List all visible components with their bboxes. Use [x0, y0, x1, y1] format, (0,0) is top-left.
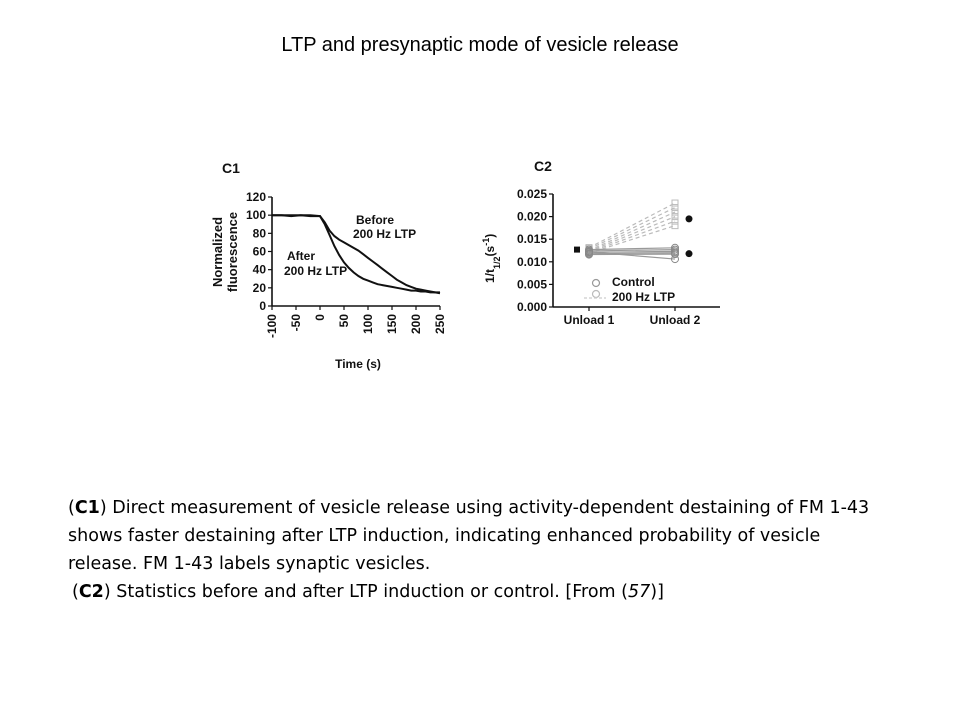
c1-lines	[272, 214, 441, 295]
c2-legend-control: Control	[612, 275, 655, 289]
c2-ylabel-sub: 1/2	[492, 256, 502, 269]
c2-ylabel-unit: (s	[483, 245, 497, 256]
c2-control-point-unload2	[671, 250, 679, 259]
c1-series-after-label-2: 200 Hz LTP	[284, 264, 347, 278]
c2-ticks: 0.000 0.005 0.010 0.015 0.020 0.025 Unload 1 Un…	[517, 187, 701, 327]
c2-x-tick-label: Unload 1	[564, 313, 615, 327]
c1-series-before-label-1: Before	[356, 213, 394, 227]
c2-control-point-unload2	[671, 255, 679, 264]
c1-ticks: 0 20 40 60 80 100 120 -100 -50 0 50 100 150 200 250	[246, 190, 447, 338]
caption-c2-open: (	[72, 582, 79, 602]
c2-mean-unload2-ltp	[685, 215, 693, 223]
c2-ltp-point-unload2	[671, 217, 679, 225]
panel-c1: C1 Normalized fluorescence 0 20 40 60 80 100 1…	[210, 160, 447, 371]
c2-y-tick-label: 0.015	[517, 232, 547, 246]
c1-ylabel-line1: Normalized	[210, 217, 225, 287]
c1-x-tick-label: 250	[433, 314, 447, 334]
c2-control-pair-line	[588, 247, 676, 251]
c2-mean-unload2-control	[685, 250, 693, 258]
panel-c1-label: C1	[222, 160, 240, 176]
svg-text:1/t1/2(s-1): 1/t1/2(s-1)	[481, 234, 502, 283]
caption-c2-close: )]	[650, 582, 664, 602]
c1-y-tick-label: 60	[253, 245, 267, 259]
c1-y-tick-label: 40	[253, 263, 267, 277]
c1-x-tick-label: 0	[313, 314, 327, 321]
caption-c2-label: C2	[78, 582, 104, 602]
c2-legend-ltp-marker	[591, 289, 601, 299]
c1-y-tick-label: 0	[259, 299, 266, 313]
c2-control-pair-line	[588, 251, 676, 260]
c2-y-tick-label: 0.000	[517, 300, 547, 314]
c2-points	[574, 199, 693, 264]
c1-y-tick-label: 80	[253, 226, 267, 240]
c2-axes	[552, 194, 720, 308]
c1-x-tick-label: 200	[409, 314, 423, 334]
c1-x-tick-label: 100	[361, 314, 375, 334]
caption-c1-label: C1	[74, 498, 100, 518]
c1-xlabel: Time (s)	[335, 357, 381, 371]
caption-c1-text: ) Direct measurement of vesicle release …	[68, 498, 870, 574]
c2-y-tick-label: 0.025	[517, 187, 547, 201]
c2-control-pair-line	[588, 248, 676, 252]
c1-y-tick-label: 20	[253, 281, 267, 295]
c2-ylabel-close: )	[483, 234, 497, 238]
c1-series-after-line	[272, 214, 440, 294]
c1-y-tick-label: 100	[246, 208, 266, 222]
figure: C1 Normalized fluorescence 0 20 40 60 80 100 1…	[210, 158, 720, 371]
c1-ylabel: Normalized fluorescence	[210, 212, 240, 292]
caption-c2-text: ) Statistics before and after LTP induct…	[103, 582, 628, 602]
c1-series-after-label-1: After	[287, 249, 315, 263]
c2-legend: Control 200 Hz LTP	[584, 275, 675, 304]
slide-title: LTP and presynaptic mode of vesicle rele…	[281, 34, 679, 56]
c2-ltp-point-unload2	[671, 222, 679, 230]
c2-ylabel: 1/t1/2(s-1)	[481, 234, 502, 283]
c2-y-tick-label: 0.020	[517, 210, 547, 224]
c2-ylabel-sup: -1	[481, 238, 491, 246]
c2-ltp-pair-line	[588, 211, 676, 252]
figure-caption: (C1) Direct measurement of vesicle relea…	[68, 494, 888, 606]
c2-control-point-unload1	[585, 250, 593, 259]
caption-c2-ref: 57	[627, 582, 651, 602]
c2-ltp-point-unload2	[671, 208, 679, 216]
c1-x-tick-label: 150	[385, 314, 399, 334]
c2-control-point-unload1	[585, 247, 593, 256]
c2-ltp-pair-line	[588, 220, 676, 253]
c2-y-tick-label: 0.010	[517, 255, 547, 269]
c2-ltp-point-unload2	[671, 199, 679, 207]
c2-ltp-pair-line	[588, 202, 676, 249]
c1-x-tick-label: -50	[289, 314, 303, 332]
c1-ylabel-line2: fluorescence	[225, 212, 240, 292]
c2-x-tick-label: Unload 2	[650, 313, 701, 327]
c2-y-tick-label: 0.005	[517, 277, 547, 291]
c1-x-tick-label: -100	[265, 314, 279, 338]
panel-c2-label: C2	[534, 158, 552, 174]
c2-ltp-point-unload2	[671, 204, 679, 212]
caption-c2: (C2) Statistics before and after LTP ind…	[68, 578, 888, 606]
c2-legend-control-marker	[591, 278, 601, 288]
c2-control-pair-line	[588, 250, 676, 253]
caption-c1: (C1) Direct measurement of vesicle relea…	[68, 494, 888, 578]
c1-x-tick-label: 50	[337, 314, 351, 328]
c1-series-before-label-2: 200 Hz LTP	[353, 227, 416, 241]
c2-ltp-pair-line	[588, 225, 676, 254]
c2-mean-unload1	[574, 246, 580, 253]
panel-c2: C2 1/t1/2(s-1) 0.000 0.005 0.010 0.015 0.020…	[481, 158, 720, 327]
c2-ltp-pair-line	[588, 207, 676, 250]
caption-c1-open: (	[68, 498, 75, 518]
c2-legend-ltp: 200 Hz LTP	[612, 290, 675, 304]
c1-y-tick-label: 120	[246, 190, 266, 204]
c2-ltp-pair-line	[588, 216, 676, 252]
c2-ylabel-main: 1/t	[483, 269, 497, 283]
c2-ltp-point-unload2	[671, 213, 679, 221]
